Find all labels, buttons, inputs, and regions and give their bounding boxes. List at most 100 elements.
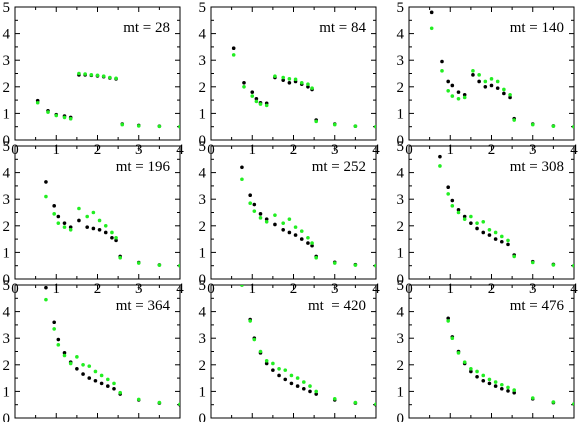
- data-point-green: [374, 402, 376, 406]
- data-point-green: [462, 217, 467, 221]
- data-point-green: [493, 380, 498, 384]
- y-tick-label: 5: [199, 0, 207, 16]
- y-tick-label: 5: [3, 139, 11, 155]
- data-point-green: [68, 227, 73, 232]
- y-tick-label: 0: [397, 133, 405, 149]
- data-point-black: [469, 369, 473, 374]
- data-point-green: [250, 94, 255, 98]
- data-point-green: [283, 368, 288, 372]
- panel-title: mt = 28: [123, 20, 170, 36]
- chart-panel-2: 01234012345mt = 84: [199, 0, 381, 158]
- data-points: [446, 316, 574, 406]
- data-point-black: [287, 230, 292, 235]
- y-tick-label: 5: [199, 139, 207, 155]
- x-tick-label: 4: [570, 420, 578, 422]
- data-point-black: [475, 226, 479, 231]
- data-point-green: [530, 260, 535, 265]
- data-point-green: [299, 229, 304, 233]
- data-point-green: [374, 263, 376, 268]
- data-point-green: [287, 77, 292, 81]
- data-point-black: [62, 221, 67, 225]
- y-tick-label: 3: [199, 192, 207, 208]
- data-point-green: [136, 261, 141, 265]
- data-point-green: [157, 263, 162, 267]
- data-point-black: [469, 221, 473, 225]
- y-tick-label: 1: [199, 245, 207, 261]
- chart-panel-7: 0 1 2 3 4 0 1 2 3 4 5 mt = 364: [3, 278, 185, 422]
- data-point-green: [450, 336, 455, 341]
- data-points: [35, 71, 180, 129]
- data-point-green: [295, 376, 300, 380]
- y-tick-label: 4: [397, 166, 405, 182]
- y-tick-label: 0: [199, 133, 207, 149]
- data-point-green: [306, 235, 310, 240]
- data-point-green: [314, 255, 318, 260]
- panel-title: mt = 476: [510, 298, 565, 314]
- y-tick-label: 0: [3, 133, 11, 149]
- data-point-green: [500, 234, 504, 239]
- data-point-black: [310, 243, 314, 248]
- data-point-green: [502, 87, 506, 92]
- y-tick-label: 2: [397, 80, 405, 96]
- data-point-green: [62, 225, 67, 229]
- data-point-black: [254, 96, 259, 101]
- data-point-green: [353, 263, 358, 267]
- data-point-black: [99, 381, 104, 386]
- data-point-green: [62, 115, 67, 120]
- data-point-black: [481, 230, 486, 235]
- y-tick-label: 2: [199, 219, 207, 235]
- data-point-green: [462, 95, 467, 100]
- y-tick-label: 1: [397, 106, 405, 122]
- data-point-green: [314, 119, 318, 124]
- data-point-black: [114, 238, 118, 243]
- data-point-green: [252, 337, 257, 342]
- data-point-black: [106, 384, 110, 388]
- data-point-green: [248, 201, 252, 205]
- y-tick-label: 5: [397, 0, 405, 16]
- data-point-green: [500, 382, 504, 387]
- data-point-green: [46, 110, 50, 114]
- data-point-green: [52, 327, 56, 331]
- data-point-black: [471, 73, 475, 77]
- data-point-black: [512, 390, 516, 395]
- data-point-green: [35, 100, 40, 105]
- data-point-black: [462, 214, 467, 219]
- x-tick-label: 3: [135, 420, 143, 422]
- data-point-green: [374, 124, 376, 129]
- data-point-green: [120, 122, 125, 127]
- y-tick-label: 4: [397, 27, 405, 43]
- data-point-black: [240, 165, 244, 170]
- data-point-black: [52, 320, 56, 325]
- data-point-green: [103, 224, 108, 228]
- data-point-green: [471, 69, 475, 73]
- data-point-green: [572, 124, 574, 129]
- data-point-black: [456, 90, 461, 94]
- data-point-green: [512, 118, 516, 122]
- data-point-black: [500, 239, 504, 244]
- data-point-green: [264, 220, 269, 224]
- data-point-green: [456, 96, 461, 101]
- data-point-green: [450, 94, 455, 98]
- data-point-black: [81, 372, 85, 376]
- data-point-green: [475, 221, 479, 225]
- x-tick-label: 3: [529, 420, 537, 422]
- data-point-black: [462, 92, 467, 97]
- chart-panel-5: 01234012345mt = 252: [199, 139, 381, 297]
- data-point-green: [481, 373, 486, 378]
- y-tick-label: 0: [3, 272, 11, 288]
- data-point-green: [308, 384, 312, 388]
- data-point-black: [450, 83, 455, 88]
- data-point-green: [299, 81, 304, 85]
- x-tick-label: 0: [207, 420, 215, 422]
- data-point-black: [456, 208, 461, 212]
- data-point-green: [75, 355, 79, 359]
- data-point-green: [512, 254, 516, 259]
- data-point-green: [483, 79, 488, 84]
- data-point-green: [353, 124, 358, 128]
- y-tick-label: 4: [199, 166, 207, 182]
- data-point-green: [273, 74, 277, 78]
- data-point-green: [258, 102, 263, 106]
- data-point-green: [231, 53, 236, 57]
- y-tick-label: 4: [3, 27, 11, 43]
- data-point-green: [178, 402, 180, 406]
